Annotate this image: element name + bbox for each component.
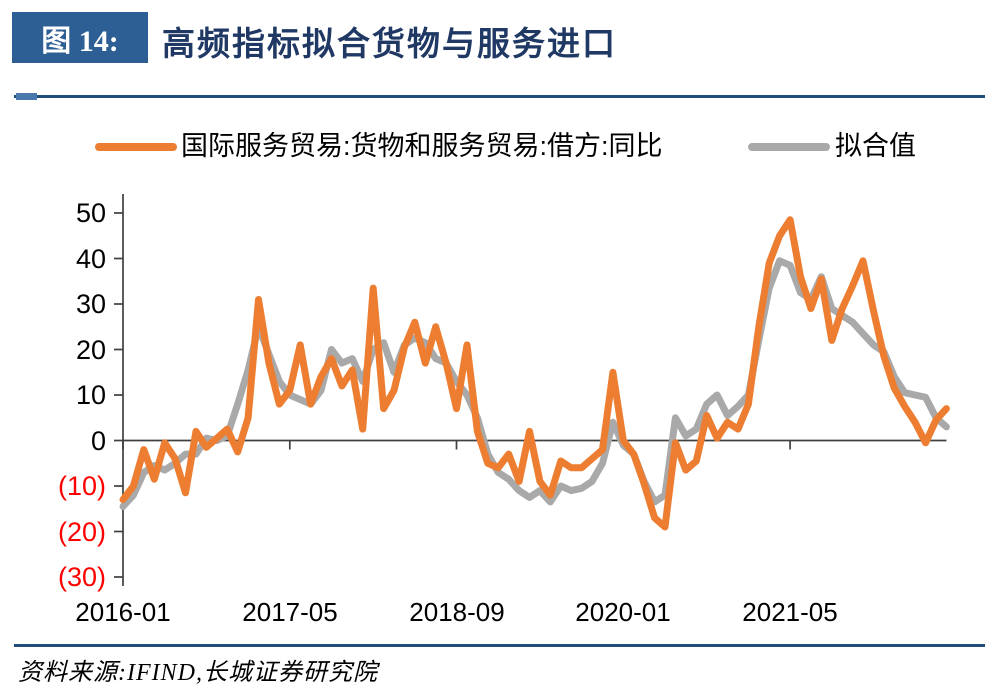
figure-number-box: 图 14:	[12, 12, 148, 63]
x-tick-label: 2018-09	[409, 597, 505, 627]
source-note: 资料来源:IFIND,长城证券研究院	[18, 660, 378, 686]
legend-swatch-fitted-series	[748, 143, 830, 151]
header-divider	[14, 95, 985, 98]
y-tick-label: 50	[75, 198, 106, 228]
y-tick-label: 40	[75, 244, 106, 274]
y-tick-label: 30	[75, 289, 106, 319]
chart-title: 高频指标拟合货物与服务进口	[162, 27, 617, 63]
x-tick-label: 2021-05	[742, 597, 838, 627]
y-tick-label: (10)	[57, 471, 106, 501]
legend-label-fitted-series: 拟合值	[835, 131, 916, 161]
footer-divider	[14, 644, 985, 647]
legend-swatch-main-series	[95, 143, 177, 151]
y-tick-label: 20	[75, 335, 106, 365]
figure-number-label: 图 14:	[41, 24, 119, 58]
x-tick-label: 2017-05	[242, 597, 338, 627]
header-divider-tab	[16, 93, 37, 100]
x-tick-label: 2020-01	[575, 597, 671, 627]
x-tick-label: 2016-01	[75, 597, 171, 627]
y-tick-label: 10	[75, 380, 106, 410]
y-tick-label: (30)	[57, 562, 106, 592]
y-tick-label: 0	[90, 426, 106, 456]
legend-label-main-series: 国际服务贸易:货物和服务贸易:借方:同比	[181, 131, 663, 161]
y-tick-label: (20)	[57, 517, 106, 547]
